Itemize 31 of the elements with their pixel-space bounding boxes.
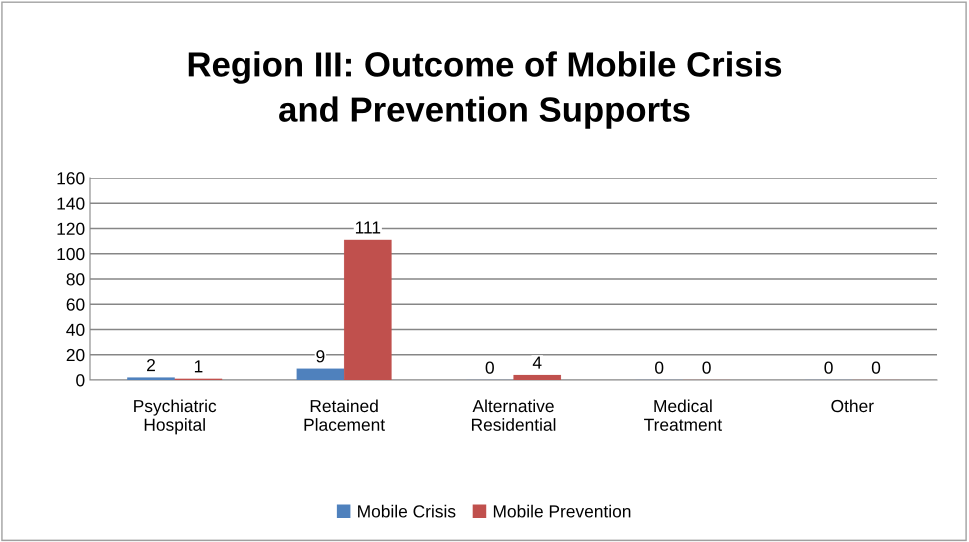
data-label: 4 bbox=[532, 356, 542, 369]
x-tick-label: Other bbox=[831, 399, 874, 412]
bar bbox=[344, 240, 392, 380]
legend-label: Mobile Crisis bbox=[358, 504, 456, 518]
data-label: 2 bbox=[147, 358, 155, 372]
y-tick-label: 20 bbox=[66, 348, 84, 362]
data-label: 0 bbox=[655, 361, 664, 374]
legend-label: Mobile Prevention bbox=[494, 504, 630, 518]
y-tick-label: 40 bbox=[66, 324, 84, 336]
data-label: 0 bbox=[702, 361, 711, 374]
y-tick-label: 140 bbox=[58, 197, 84, 210]
y-tick-label: 80 bbox=[66, 273, 84, 286]
y-tick-label: 120 bbox=[58, 222, 84, 235]
x-tick-label: Psychiatric Hospital bbox=[134, 399, 216, 434]
y-tick-label: 60 bbox=[66, 298, 84, 311]
bar bbox=[127, 377, 175, 380]
data-label: 9 bbox=[316, 350, 324, 362]
data-label: 0 bbox=[872, 361, 880, 374]
y-tick-label: 0 bbox=[76, 374, 84, 386]
data-label: 0 bbox=[824, 361, 833, 374]
bar bbox=[296, 368, 344, 380]
x-tick-label: Retained Placement bbox=[304, 399, 385, 431]
chart-title: Region III: Outcome of Mobile Crisis and Prevention Supports bbox=[188, 51, 782, 129]
y-tick-label: 160 bbox=[58, 172, 84, 184]
y-tick-label: 100 bbox=[58, 248, 84, 260]
x-tick-label: Alternative Residential bbox=[472, 399, 556, 431]
bar bbox=[513, 374, 561, 380]
data-label: 0 bbox=[486, 361, 494, 374]
data-label: 111 bbox=[356, 222, 380, 234]
x-tick-label: Medical Treatment bbox=[644, 399, 722, 431]
data-label: 1 bbox=[194, 360, 202, 372]
